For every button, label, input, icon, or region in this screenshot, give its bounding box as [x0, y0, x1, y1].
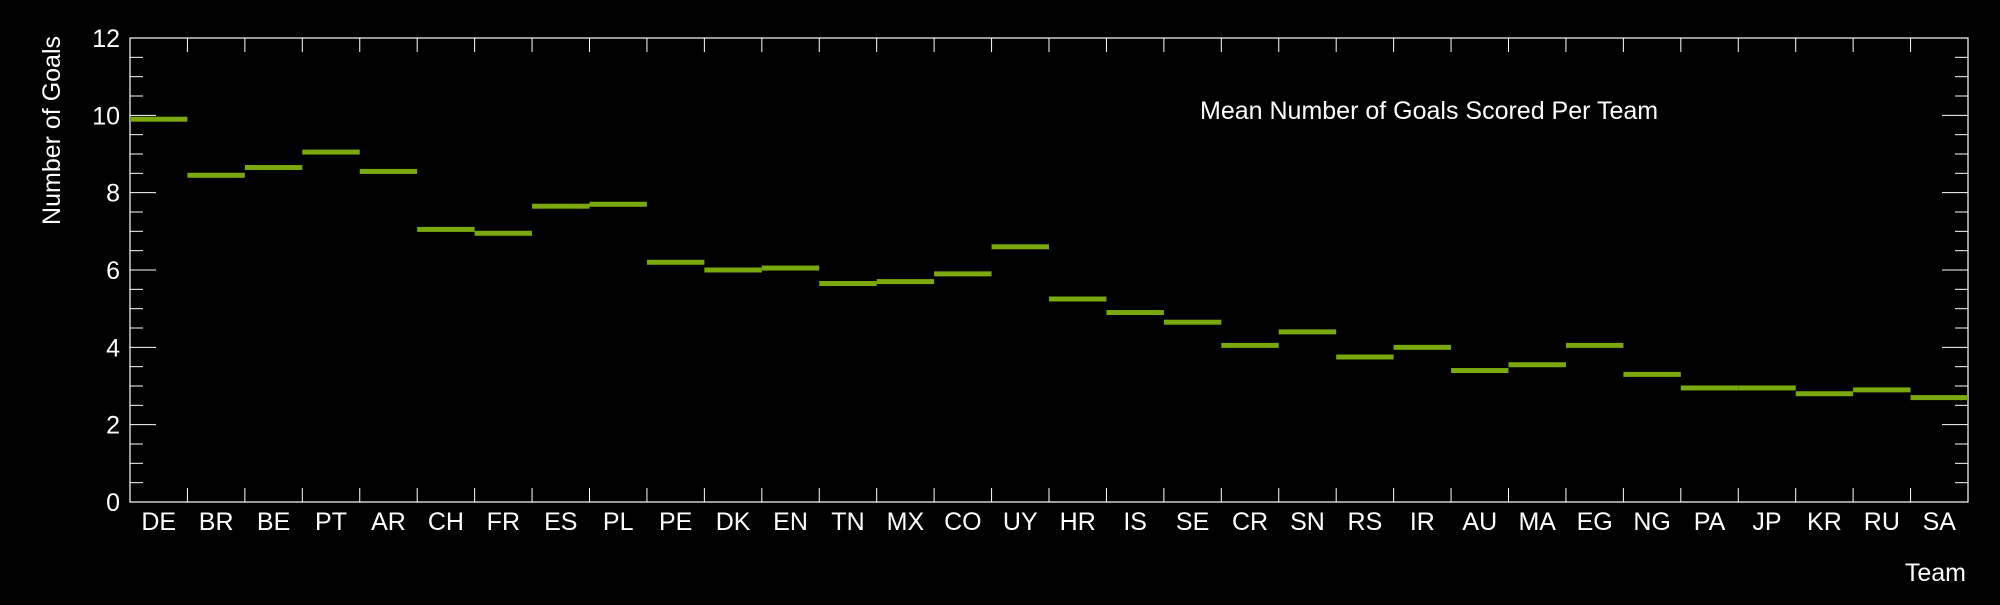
bar-mark-pl: [589, 201, 647, 207]
bar-mark-ru: [1853, 387, 1911, 393]
data-marks: [130, 116, 1968, 401]
x-tick-label-ru: RU: [1864, 508, 1900, 536]
y-axis-ticks: [130, 37, 1968, 503]
x-tick-label-de: DE: [141, 508, 176, 536]
y-tick-label: 10: [92, 102, 120, 130]
bar-mark-kr: [1795, 391, 1854, 397]
x-tick-label-ir: IR: [1410, 508, 1435, 536]
bar-mark-sa: [1910, 395, 1968, 401]
x-axis-ticks: [186, 38, 1912, 502]
x-tick-label-uy: UY: [1003, 508, 1038, 536]
bar-mark-be: [244, 165, 303, 171]
x-tick-label-jp: JP: [1752, 508, 1781, 536]
bar-mark-uy: [991, 244, 1049, 250]
bar-mark-pa: [1680, 385, 1739, 391]
bar-mark-fr: [474, 230, 533, 236]
bar-mark-tn: [819, 281, 877, 287]
bar-mark-ma: [1508, 362, 1566, 368]
x-tick-label-au: AU: [1462, 508, 1497, 536]
bar-mark-dk: [704, 267, 762, 273]
x-tick-label-pt: PT: [315, 508, 347, 536]
bar-mark-mx: [876, 279, 935, 285]
y-tick-label: 2: [106, 412, 120, 440]
bar-mark-rs: [1336, 354, 1394, 360]
x-tick-label-br: BR: [199, 508, 234, 536]
x-tick-label-pe: PE: [659, 508, 692, 536]
x-tick-label-fr: FR: [487, 508, 520, 536]
bar-mark-en: [761, 265, 820, 271]
y-tick-label: 8: [106, 180, 120, 208]
x-tick-label-ch: CH: [428, 508, 464, 536]
x-tick-label-is: IS: [1123, 508, 1147, 536]
legend-text: Mean Number of Goals Scored Per Team: [1200, 97, 1658, 125]
bar-mark-pt: [302, 149, 360, 155]
x-tick-label-ng: NG: [1633, 508, 1671, 536]
y-tick-label: 12: [92, 25, 120, 53]
y-tick-labels: 0 2 4 6 8 10 12: [92, 25, 120, 517]
y-tick-label: 4: [106, 334, 120, 362]
bar-mark-se: [1163, 319, 1222, 325]
x-tick-label-be: BE: [257, 508, 290, 536]
x-tick-labels: DE BR BE PT AR CH FR ES PL PE DK EN TN MX CO UY HR IS SE CR…: [141, 508, 1956, 536]
x-tick-label-es: ES: [544, 508, 577, 536]
bar-mark-ng: [1623, 371, 1681, 377]
bar-mark-cr: [1221, 342, 1279, 348]
x-tick-label-ar: AR: [371, 508, 406, 536]
x-tick-label-eg: EG: [1577, 508, 1613, 536]
bar-mark-jp: [1738, 385, 1796, 391]
y-tick-label: 6: [106, 257, 120, 285]
y-tick-label: 0: [106, 489, 120, 517]
x-tick-label-pa: PA: [1694, 508, 1726, 536]
bar-mark-co: [934, 271, 992, 277]
bar-mark-es: [532, 203, 590, 209]
bar-mark-sn: [1278, 329, 1337, 335]
bar-mark-eg: [1565, 342, 1624, 348]
x-tick-label-sa: SA: [1923, 508, 1957, 536]
bar-mark-ar: [359, 168, 418, 174]
bar-mark-br: [187, 172, 245, 178]
x-tick-label-hr: HR: [1060, 508, 1096, 536]
x-tick-label-co: CO: [944, 508, 982, 536]
bar-mark-ir: [1393, 344, 1452, 350]
y-axis-label: Number of Goals: [38, 36, 66, 225]
x-tick-label-sn: SN: [1290, 508, 1325, 536]
x-tick-label-cr: CR: [1232, 508, 1268, 536]
bar-mark-pe: [646, 259, 705, 265]
bar-mark-de: [130, 116, 188, 122]
x-axis-label: Team: [1905, 559, 1966, 587]
x-tick-label-tn: TN: [831, 508, 864, 536]
bar-mark-hr: [1049, 296, 1107, 302]
x-tick-label-kr: KR: [1807, 508, 1842, 536]
bar-mark-au: [1451, 368, 1509, 374]
x-tick-label-dk: DK: [716, 508, 751, 536]
x-tick-label-mx: MX: [887, 508, 925, 536]
x-tick-label-se: SE: [1176, 508, 1209, 536]
x-tick-label-rs: RS: [1348, 508, 1383, 536]
x-tick-label-en: EN: [773, 508, 808, 536]
bar-mark-ch: [417, 226, 475, 232]
x-tick-label-pl: PL: [603, 508, 634, 536]
bar-mark-is: [1106, 310, 1164, 316]
x-tick-label-ma: MA: [1518, 508, 1556, 536]
